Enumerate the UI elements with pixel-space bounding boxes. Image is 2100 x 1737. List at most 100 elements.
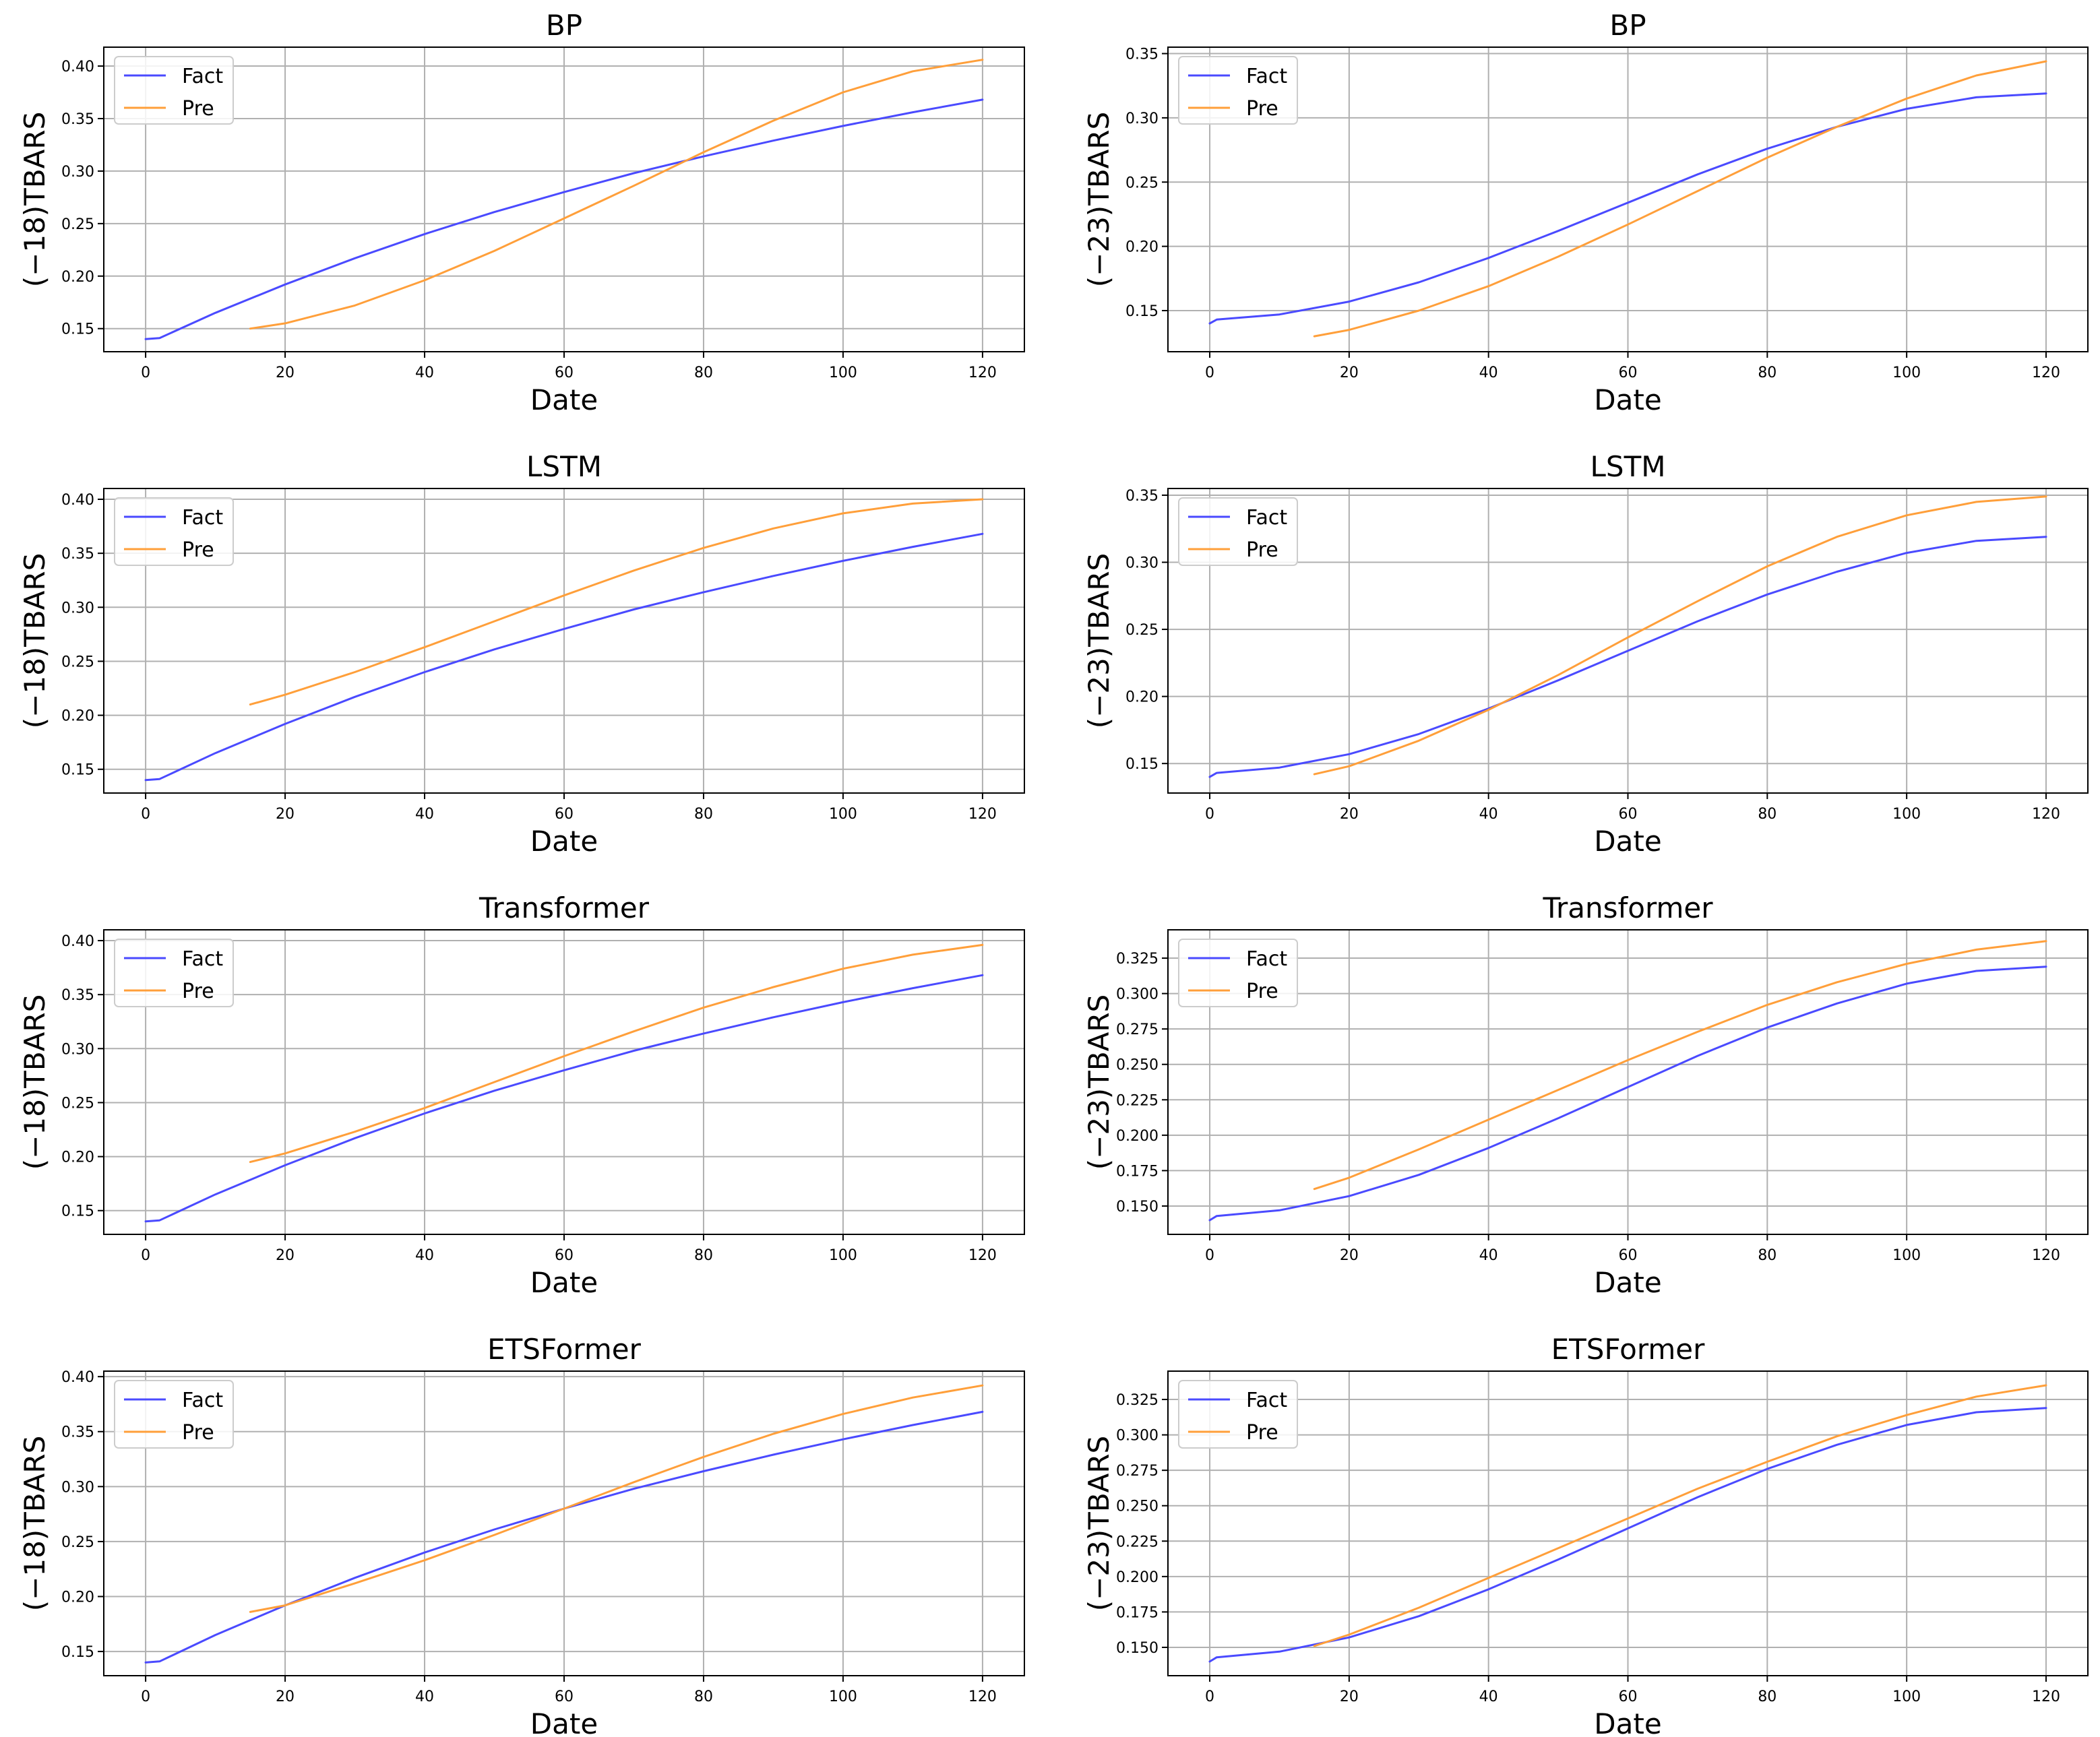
legend-label-fact: Fact [1246,947,1287,971]
legend-label-pre: Pre [182,1421,214,1445]
x-tick-label: 120 [968,806,997,823]
legend-label-fact: Fact [182,65,223,88]
x-tick-label: 20 [1340,806,1359,823]
x-tick-label: 80 [694,365,713,381]
series-line-pre [249,59,984,330]
series-line-pre [249,498,984,706]
axes-frame [103,488,1025,794]
y-tick-label: 0.40 [61,492,94,509]
series-line-fact [144,1410,984,1664]
axes-frame [103,46,1025,352]
legend-label-fact: Fact [182,506,223,530]
x-tick-label: 40 [1479,806,1498,823]
y-tick-label: 0.20 [1125,239,1159,256]
chart-panel-8: 0 20 40 60 80 100 120 0.150 0.175 0.200 0.225 0.250… [1082,1333,2089,1737]
x-tick-label: 80 [1758,1247,1777,1264]
x-tick-label: 40 [415,1247,434,1264]
series-line-fact [144,532,984,782]
x-tick-label: 120 [968,1247,997,1264]
legend-label-pre: Pre [1246,97,1278,121]
series-line-pre [1313,940,2047,1191]
y-tick-label: 0.15 [1125,303,1159,320]
series-line-fact [1208,966,2047,1222]
series-line-fact [1208,92,2047,325]
y-tick-label: 0.35 [1125,488,1159,505]
x-tick-label: 80 [694,1247,713,1264]
axes-frame [1167,488,2089,794]
chart-panel-1: 0 20 40 60 80 100 120 0.15 0.20 0.25 0.30 0.35 0.40 B… [18,9,1025,416]
y-tick-label: 0.20 [1125,689,1159,706]
x-tick-label: 20 [276,806,295,823]
x-axis-label: Date [1594,383,1661,416]
x-tick-label: 120 [2032,1688,2060,1705]
x-tick-label: 20 [1340,1688,1359,1705]
chart-panel-2: 0 20 40 60 80 100 120 0.15 0.20 0.25 0.30 0.35 BP Dat… [1082,9,2089,416]
y-tick-label: 0.25 [61,216,94,233]
legend-label-fact: Fact [1246,65,1287,88]
y-tick-label: 0.30 [1125,110,1159,127]
legend-label-fact: Fact [182,1389,223,1412]
y-tick-label: 0.35 [61,111,94,128]
y-tick-label: 0.15 [61,1644,94,1661]
y-tick-label: 0.325 [1116,1392,1159,1409]
y-tick-label: 0.30 [1125,555,1159,572]
x-tick-label: 100 [1892,365,1921,381]
chart-title: Transformer [478,891,650,924]
legend-label-fact: Fact [182,947,223,971]
x-tick-label: 0 [1205,365,1214,381]
y-axis-label: (−23)TBARS [1082,994,1115,1170]
y-tick-label: 0.40 [61,933,94,950]
x-tick-label: 20 [1340,365,1359,381]
x-tick-label: 40 [415,365,434,381]
y-tick-label: 0.25 [61,1534,94,1551]
y-tick-label: 0.35 [1125,46,1159,63]
y-tick-label: 0.150 [1116,1199,1159,1215]
x-tick-label: 120 [2032,806,2060,823]
series-line-pre [1313,495,2047,776]
y-axis-label: (−18)TBARS [18,1436,51,1611]
y-axis-label: (−18)TBARS [18,112,51,287]
x-tick-label: 20 [276,1247,295,1264]
chart-title: LSTM [526,450,602,483]
chart-panel-3: 0 20 40 60 80 100 120 0.15 0.20 0.25 0.30 0.35 0.40 L… [18,450,1025,858]
y-tick-label: 0.275 [1116,1021,1159,1038]
series-line-fact [144,98,984,340]
y-tick-label: 0.30 [61,164,94,181]
y-tick-label: 0.35 [61,546,94,563]
y-tick-label: 0.15 [61,321,94,338]
chart-title: BP [1609,9,1646,42]
y-tick-label: 0.200 [1116,1569,1159,1586]
chart-title: Transformer [1542,891,1713,924]
series-line-fact [1208,536,2047,778]
series-line-pre [1313,1384,2047,1647]
y-tick-label: 0.275 [1116,1463,1159,1480]
y-tick-label: 0.40 [61,1369,94,1386]
x-tick-label: 120 [968,1688,997,1705]
y-tick-label: 0.25 [61,654,94,670]
y-tick-label: 0.30 [61,600,94,617]
legend-label-fact: Fact [1246,1389,1287,1412]
x-tick-label: 0 [1205,1688,1214,1705]
x-tick-label: 0 [141,365,150,381]
x-tick-label: 60 [555,1688,574,1705]
axes-frame [1167,1370,2089,1676]
x-axis-label: Date [530,383,598,416]
y-tick-label: 0.15 [1125,756,1159,773]
x-tick-label: 40 [1479,365,1498,381]
y-tick-label: 0.175 [1116,1163,1159,1180]
y-tick-label: 0.175 [1116,1604,1159,1621]
x-tick-label: 80 [1758,365,1777,381]
x-tick-label: 100 [829,806,857,823]
chart-title: ETSFormer [487,1333,641,1366]
legend-label-fact: Fact [1246,506,1287,530]
legend-label-pre: Pre [182,980,214,1003]
y-axis-label: (−23)TBARS [1082,112,1115,287]
x-tick-label: 120 [2032,365,2060,381]
legend-label-pre: Pre [1246,980,1278,1003]
y-axis-label: (−18)TBARS [18,553,51,728]
x-tick-label: 40 [1479,1688,1498,1705]
y-tick-label: 0.150 [1116,1640,1159,1657]
y-tick-label: 0.325 [1116,951,1159,968]
y-tick-label: 0.20 [61,269,94,286]
